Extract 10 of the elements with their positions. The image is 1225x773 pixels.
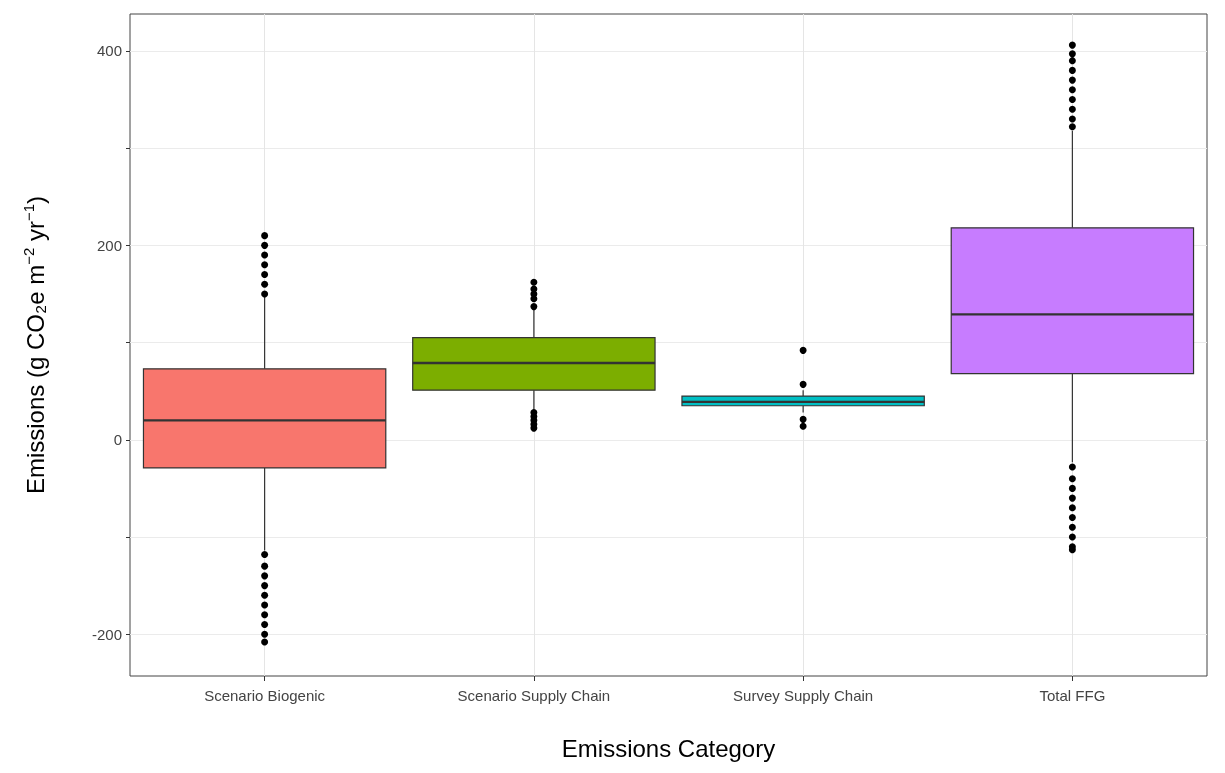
x-tick-label: Survey Supply Chain: [733, 687, 874, 704]
y-tick-label: 0: [113, 431, 122, 449]
x-tick-label: Scenario Biogenic: [204, 687, 326, 704]
x-tick-label: Total FFG: [1039, 687, 1106, 704]
y-tick-label: -200: [91, 625, 122, 643]
y-tick-label: 400: [96, 42, 122, 60]
y-axis-title: Emissions (g CO₂e m−2 yr−1): [20, 195, 49, 495]
x-tick-label: Scenario Supply Chain: [457, 687, 611, 704]
y-tick-label: 200: [96, 236, 122, 254]
x-axis-title: Emissions Category: [561, 734, 776, 762]
